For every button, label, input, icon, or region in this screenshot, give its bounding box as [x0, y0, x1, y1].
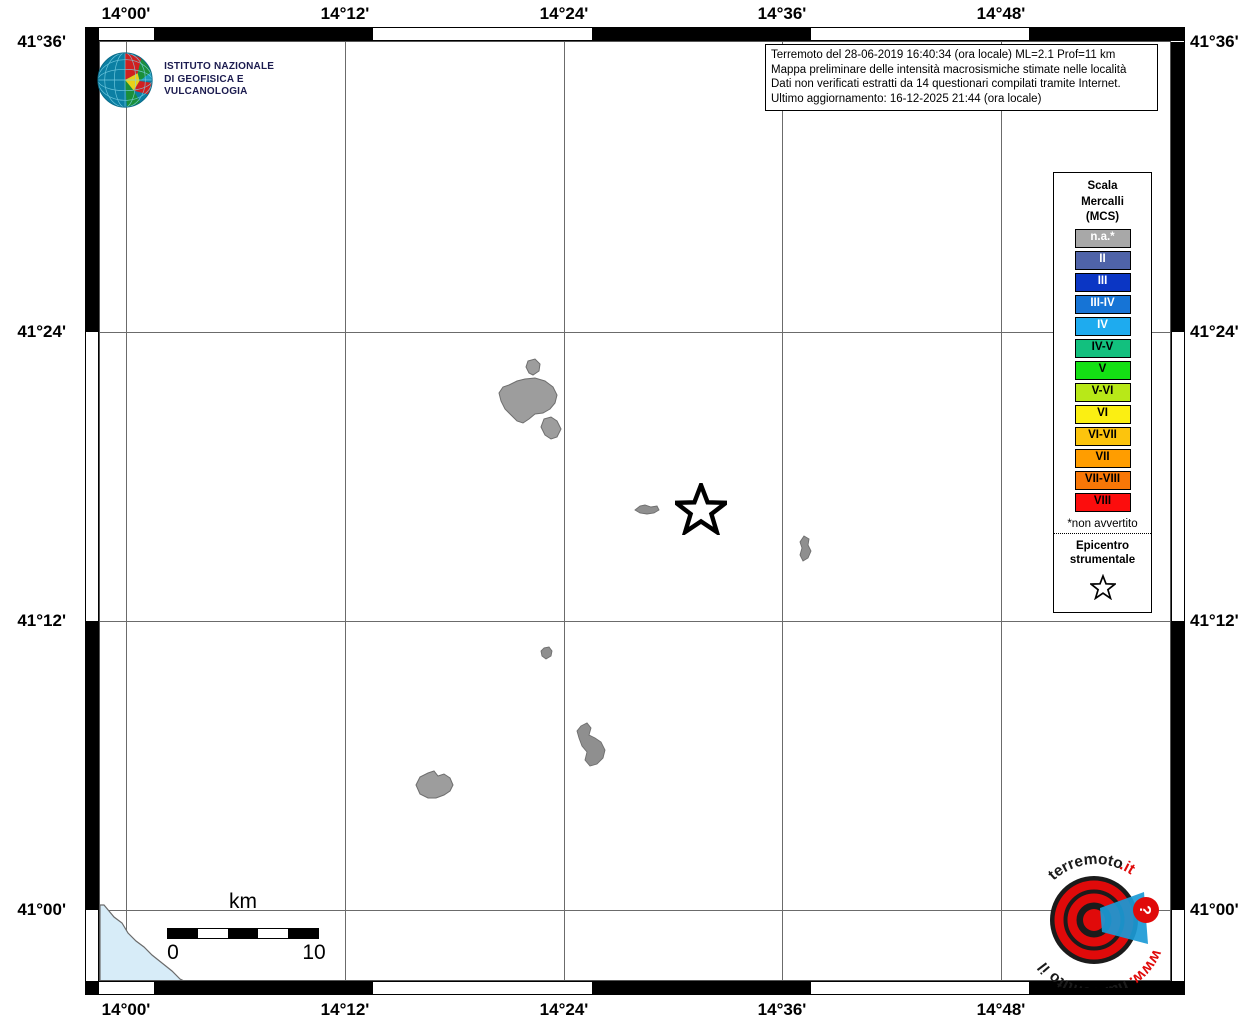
info-box: Terremoto del 28-06-2019 16:40:34 (ora l…: [765, 44, 1158, 112]
axis-label-top-lon-0: 14°00': [101, 4, 151, 23]
legend-swatch-iv-v[interactable]: IV-V: [1074, 338, 1131, 358]
land-polygon-main: [498, 358, 562, 440]
hsit-wordmark-bottom: hai sentito il: [1035, 959, 1131, 988]
legend-epicenter-line-1: Epicentro: [1075, 539, 1130, 552]
axis-label-right-lat-3: 41°00': [1190, 900, 1239, 919]
legend-title-line-3: (MCS): [1085, 211, 1120, 223]
legend-swatch-list: n.a.* II III III-IV IV IV-V V V-VI VI VI-VII VII VI…: [1059, 228, 1146, 512]
axis-label-left-lat-3: 41°00': [17, 900, 66, 919]
axis-label-right-lat-0: 41°36': [1190, 32, 1239, 51]
axis-label-bottom-lon-2: 14°24': [539, 1000, 589, 1019]
axis-label-right-lat-1: 41°24': [1190, 322, 1239, 341]
legend-swatch-iv[interactable]: IV: [1074, 316, 1131, 336]
scalebar-segment: [198, 929, 228, 938]
epicenter-star-icon[interactable]: [675, 483, 727, 535]
info-line-update: Ultimo aggiornamento: 16-12-2025 21:44 (…: [771, 92, 1042, 105]
land-polygon-small-3: [540, 646, 553, 660]
legend-swatch-iii-iv[interactable]: III-IV: [1074, 294, 1131, 314]
axis-label-top-lon-2: 14°24': [539, 4, 589, 23]
info-line-data: Dati non verificati estratti da 14 quest…: [771, 78, 1121, 91]
scalebar-ticks: 0 10: [167, 941, 326, 964]
axis-label-right-lat-2: 41°12': [1190, 611, 1239, 630]
legend-note: *non avvertito: [1067, 517, 1138, 530]
sea-polygon: [100, 904, 184, 980]
ingv-logo: ISTITUTO NAZIONALE DI GEOFISICA E VULCAN…: [95, 45, 325, 115]
land-polygon-small-1: [634, 504, 660, 515]
gridline-longitude: [564, 42, 565, 980]
map-canvas[interactable]: [99, 41, 1171, 981]
ingv-line-1: ISTITUTO NAZIONALE: [164, 61, 275, 73]
scalebar-segment: [168, 929, 198, 938]
axis-label-top-lon-3: 14°36': [757, 4, 807, 23]
scalebar-segment: [288, 929, 318, 938]
legend-title-line-2: Mercalli: [1081, 195, 1124, 208]
legend-swatch-vi[interactable]: VI: [1074, 404, 1131, 424]
scalebar: km 0 10: [167, 890, 326, 964]
land-polygon-small-5: [415, 770, 454, 799]
legend-swatch-iii[interactable]: III: [1074, 272, 1131, 292]
axis-label-left-lat-1: 41°24': [17, 322, 66, 341]
gridline-longitude: [782, 42, 783, 980]
legend-panel: Scala Mercalli (MCS) n.a.* II III III-IV IV I…: [1053, 172, 1152, 613]
legend-star-icon: [1088, 573, 1117, 600]
axis-label-top-lon-1: 14°12': [320, 4, 370, 23]
axis-label-bottom-lon-3: 14°36': [757, 1000, 807, 1019]
gridline-latitude: [100, 332, 1170, 333]
gridline-latitude: [100, 621, 1170, 622]
scalebar-segment: [228, 929, 258, 938]
legend-swatch-viii[interactable]: VIII: [1074, 492, 1131, 512]
globe-icon: [97, 52, 153, 108]
hsit-wordmark-www: www.: [1126, 946, 1166, 988]
ingv-line-2: DI GEOFISICA E VULCANOLOGIA: [164, 73, 248, 98]
axis-label-bottom-lon-1: 14°12': [320, 1000, 370, 1019]
legend-title-line-1: Scala: [1087, 180, 1118, 192]
axis-label-top-lon-4: 14°48': [976, 4, 1026, 23]
land-polygon-small-2: [799, 535, 812, 562]
legend-swatch-vii[interactable]: VII: [1074, 448, 1131, 468]
legend-epicenter-line-2: strumentale: [1069, 553, 1136, 566]
gridline-latitude: [100, 910, 1170, 911]
axis-label-bottom-lon-0: 14°00': [101, 1000, 151, 1019]
land-polygon-small-4: [576, 722, 606, 767]
legend-swatch-v[interactable]: V: [1074, 360, 1131, 380]
scalebar-track: [167, 928, 319, 939]
info-line-map: Mappa preliminare delle intensità macros…: [771, 63, 1127, 76]
legend-swatch-n-a-[interactable]: n.a.*: [1074, 228, 1131, 248]
hsit-question-mark: ?: [1136, 905, 1153, 915]
scalebar-segment: [258, 929, 288, 938]
legend-title: Scala Mercalli (MCS): [1059, 179, 1146, 226]
scalebar-tick-min: 0: [167, 941, 179, 964]
axis-label-bottom-lon-4: 14°48': [976, 1000, 1026, 1019]
gridline-longitude: [126, 42, 127, 980]
hsit-logo[interactable]: ? terremoto .it hai sentito il www.: [1022, 848, 1167, 988]
legend-divider: [1054, 532, 1151, 534]
legend-swatch-v-vi[interactable]: V-VI: [1074, 382, 1131, 402]
legend-epicenter-block: Epicentro strumentale: [1059, 539, 1146, 567]
axis-label-left-lat-0: 41°36': [17, 32, 66, 51]
axis-label-left-lat-2: 41°12': [17, 611, 66, 630]
ingv-wordmark: ISTITUTO NAZIONALE DI GEOFISICA E VULCAN…: [164, 61, 325, 99]
gridline-longitude: [1001, 42, 1002, 980]
legend-swatch-vi-vii[interactable]: VI-VII: [1074, 426, 1131, 446]
legend-swatch-ii[interactable]: II: [1074, 250, 1131, 270]
legend-swatch-vii-viii[interactable]: VII-VIII: [1074, 470, 1131, 490]
scalebar-tick-max: 10: [302, 941, 326, 964]
info-line-event: Terremoto del 28-06-2019 16:40:34 (ora l…: [771, 49, 1116, 61]
scalebar-unit-label: km: [229, 890, 257, 913]
gridline-longitude: [345, 42, 346, 980]
